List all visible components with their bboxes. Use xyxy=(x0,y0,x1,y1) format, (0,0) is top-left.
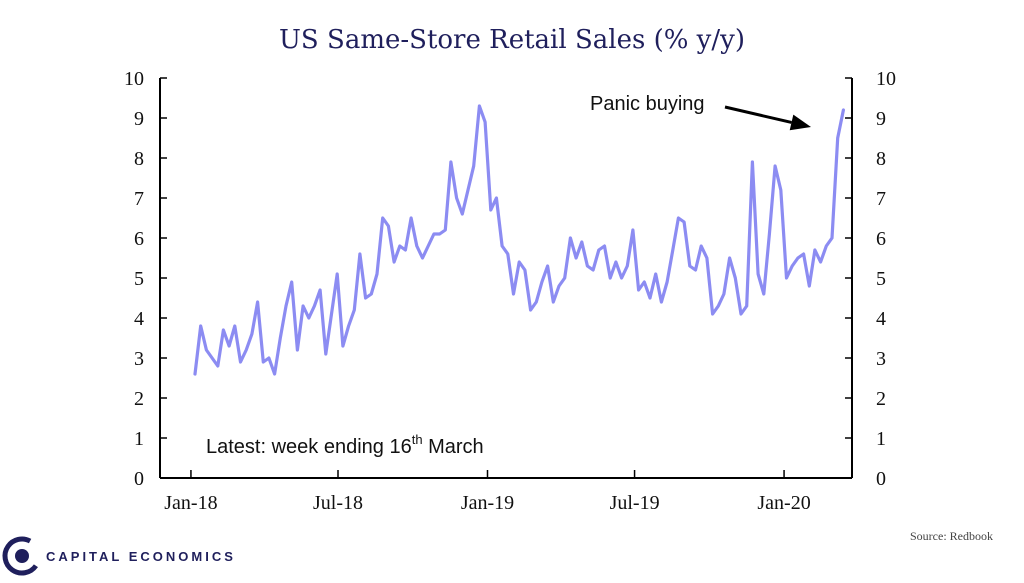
x-tick-label: Jan-18 xyxy=(164,492,217,514)
logo-text: CAPITAL ECONOMICS xyxy=(46,549,236,564)
right-tick-label: 8 xyxy=(876,148,886,170)
chart-title: US Same-Store Retail Sales (% y/y) xyxy=(279,25,745,55)
left-tick-label: 10 xyxy=(124,68,144,90)
capital-economics-logo: CAPITAL ECONOMICS xyxy=(2,536,236,576)
x-tick-label: Jul-19 xyxy=(610,492,660,514)
annotation-arrow xyxy=(724,105,811,131)
x-tick-label: Jul-18 xyxy=(313,492,363,514)
right-tick-label: 1 xyxy=(876,428,886,450)
arrow-shaft xyxy=(724,105,792,124)
x-tick-label: Jan-19 xyxy=(461,492,514,514)
left-y-axis: 0 1 2 3 4 5 6 7 8 9 10 xyxy=(124,68,167,490)
right-tick-label: 5 xyxy=(876,268,886,290)
series-group xyxy=(193,104,846,376)
left-tick-label: 9 xyxy=(134,108,144,130)
right-tick-label: 3 xyxy=(876,348,886,370)
left-tick-label: 6 xyxy=(134,228,144,250)
left-tick-label: 1 xyxy=(134,428,144,450)
right-tick-label: 0 xyxy=(876,468,886,490)
annotation-label: Panic buying xyxy=(590,93,705,115)
left-tick-label: 4 xyxy=(134,308,144,330)
right-tick-label: 9 xyxy=(876,108,886,130)
right-tick-label: 2 xyxy=(876,388,886,410)
right-tick-label: 7 xyxy=(876,188,886,210)
latest-note-text: Latest: week ending 16 xyxy=(206,436,412,458)
source-note: Source: Redbook xyxy=(910,529,993,543)
latest-note-suffix: March xyxy=(423,436,484,458)
latest-note: Latest: week ending 16th March xyxy=(206,432,484,458)
left-tick-label: 3 xyxy=(134,348,144,370)
left-tick-label: 5 xyxy=(134,268,144,290)
series-line xyxy=(193,104,846,376)
left-tick-label: 0 xyxy=(134,468,144,490)
logo-dot-icon xyxy=(15,549,29,563)
left-tick-label: 8 xyxy=(134,148,144,170)
x-tick-label: Jan-20 xyxy=(757,492,810,514)
x-axis: Jan-18 Jul-18 Jan-19 Jul-19 Jan-20 xyxy=(164,470,811,514)
latest-note-sup: th xyxy=(412,432,423,447)
right-y-axis: 0 1 2 3 4 5 6 7 8 9 10 xyxy=(845,68,896,490)
left-tick-label: 7 xyxy=(134,188,144,210)
right-tick-label: 10 xyxy=(876,68,896,90)
right-tick-label: 6 xyxy=(876,228,886,250)
arrow-head-icon xyxy=(789,114,811,131)
right-tick-label: 4 xyxy=(876,308,886,330)
left-tick-label: 2 xyxy=(134,388,144,410)
logo-ring-icon xyxy=(2,536,42,576)
